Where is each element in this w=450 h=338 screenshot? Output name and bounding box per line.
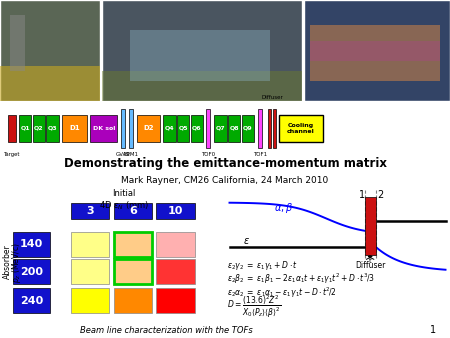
Bar <box>71 202 109 219</box>
Text: 6: 6 <box>129 206 137 216</box>
Text: BPM1: BPM1 <box>124 152 139 156</box>
Text: Cooling
channel: Cooling channel <box>287 123 315 134</box>
Text: Q6: Q6 <box>192 126 202 131</box>
Bar <box>214 115 227 142</box>
Text: Mark Rayner, CM26 California, 24 March 2010: Mark Rayner, CM26 California, 24 March 2… <box>122 176 328 185</box>
Bar <box>177 115 189 142</box>
Bar <box>242 115 254 142</box>
Bar <box>102 71 302 101</box>
Bar <box>163 115 176 142</box>
Bar <box>0 0 100 101</box>
Text: $\varepsilon_2\beta_2 \;=\; \varepsilon_1\beta_1 - 2\varepsilon_1\alpha_1 t + \v: $\varepsilon_2\beta_2 \;=\; \varepsilon_… <box>227 271 375 286</box>
Bar <box>19 115 32 142</box>
Text: Initial: Initial <box>112 189 135 198</box>
Bar <box>157 259 194 284</box>
Text: Q5: Q5 <box>178 126 188 131</box>
Bar <box>14 232 50 257</box>
Bar <box>273 108 276 148</box>
Text: Q9: Q9 <box>243 126 253 131</box>
Text: t: t <box>369 258 372 264</box>
Bar <box>279 115 323 142</box>
Text: 240: 240 <box>20 296 43 306</box>
Bar <box>129 108 133 148</box>
Text: $\varepsilon$: $\varepsilon$ <box>243 236 250 246</box>
Bar <box>8 115 16 142</box>
Bar <box>130 30 270 81</box>
Bar <box>228 115 240 142</box>
Bar <box>71 232 109 257</box>
Bar <box>62 115 87 142</box>
Text: Beam line characterization with the TOFs: Beam line characterization with the TOFs <box>80 326 253 335</box>
Bar <box>310 41 440 61</box>
Bar <box>364 197 376 255</box>
Bar <box>157 232 194 257</box>
Text: TOF1: TOF1 <box>253 152 267 156</box>
Bar <box>207 108 211 148</box>
Text: 2: 2 <box>377 190 383 200</box>
Bar <box>102 0 302 101</box>
Text: 1: 1 <box>359 190 365 200</box>
Bar <box>137 115 160 142</box>
Text: Diffuser: Diffuser <box>355 261 385 270</box>
Text: $\alpha, \beta$: $\alpha, \beta$ <box>274 201 294 215</box>
Text: 10: 10 <box>168 206 183 216</box>
Text: Q3: Q3 <box>48 126 58 131</box>
Bar <box>113 202 152 219</box>
Text: $\varepsilon_2\gamma_2 \;=\; \varepsilon_1\gamma_1 + D \cdot t$: $\varepsilon_2\gamma_2 \;=\; \varepsilon… <box>227 259 298 272</box>
Bar <box>0 66 100 101</box>
Bar <box>113 288 152 313</box>
Text: Q1: Q1 <box>20 126 30 131</box>
Text: Absorber: Absorber <box>3 245 13 280</box>
Bar <box>14 259 50 284</box>
Bar <box>191 115 203 142</box>
Bar <box>14 288 50 313</box>
Text: Q2: Q2 <box>34 126 44 131</box>
Text: D1: D1 <box>69 125 80 131</box>
Bar <box>157 202 194 219</box>
Text: 4D $\varepsilon_N$ (mm): 4D $\varepsilon_N$ (mm) <box>99 200 149 212</box>
Text: TOF0: TOF0 <box>202 152 216 156</box>
Bar <box>33 115 45 142</box>
Text: $D = \dfrac{(13.6)^2 Z^2}{X_0 \langle P_z \rangle \langle \beta \rangle^2}$: $D = \dfrac{(13.6)^2 Z^2}{X_0 \langle P_… <box>227 294 282 320</box>
Bar <box>113 232 152 257</box>
Bar <box>90 115 117 142</box>
Bar <box>157 288 194 313</box>
Text: Target: Target <box>4 152 20 156</box>
Bar <box>258 108 262 148</box>
Bar <box>310 25 440 81</box>
Bar <box>10 15 25 71</box>
Text: $p_z$ (MeV/c): $p_z$ (MeV/c) <box>10 242 23 283</box>
Bar <box>113 259 152 284</box>
Text: Diffuser: Diffuser <box>261 95 283 100</box>
Text: 140: 140 <box>20 239 43 249</box>
Bar <box>46 115 59 142</box>
Text: 3: 3 <box>86 206 94 216</box>
Bar <box>268 108 271 148</box>
Text: 200: 200 <box>20 267 43 277</box>
Text: $\varepsilon_2\alpha_2 \;=\; \varepsilon_1\alpha_1 - \varepsilon_1\gamma_1 t - D: $\varepsilon_2\alpha_2 \;=\; \varepsilon… <box>227 285 337 299</box>
Bar <box>71 259 109 284</box>
Bar <box>304 0 450 101</box>
Bar <box>122 108 126 148</box>
Text: Q8: Q8 <box>230 126 239 131</box>
Text: 1: 1 <box>430 325 436 335</box>
Text: GVA1: GVA1 <box>116 152 131 156</box>
Text: Q7: Q7 <box>216 126 225 131</box>
Bar <box>71 288 109 313</box>
Text: DK sol: DK sol <box>93 126 115 131</box>
Text: D2: D2 <box>143 125 153 131</box>
Text: Demonstrating the emittance-momentum matrix: Demonstrating the emittance-momentum mat… <box>63 158 387 170</box>
Text: Q4: Q4 <box>165 126 174 131</box>
